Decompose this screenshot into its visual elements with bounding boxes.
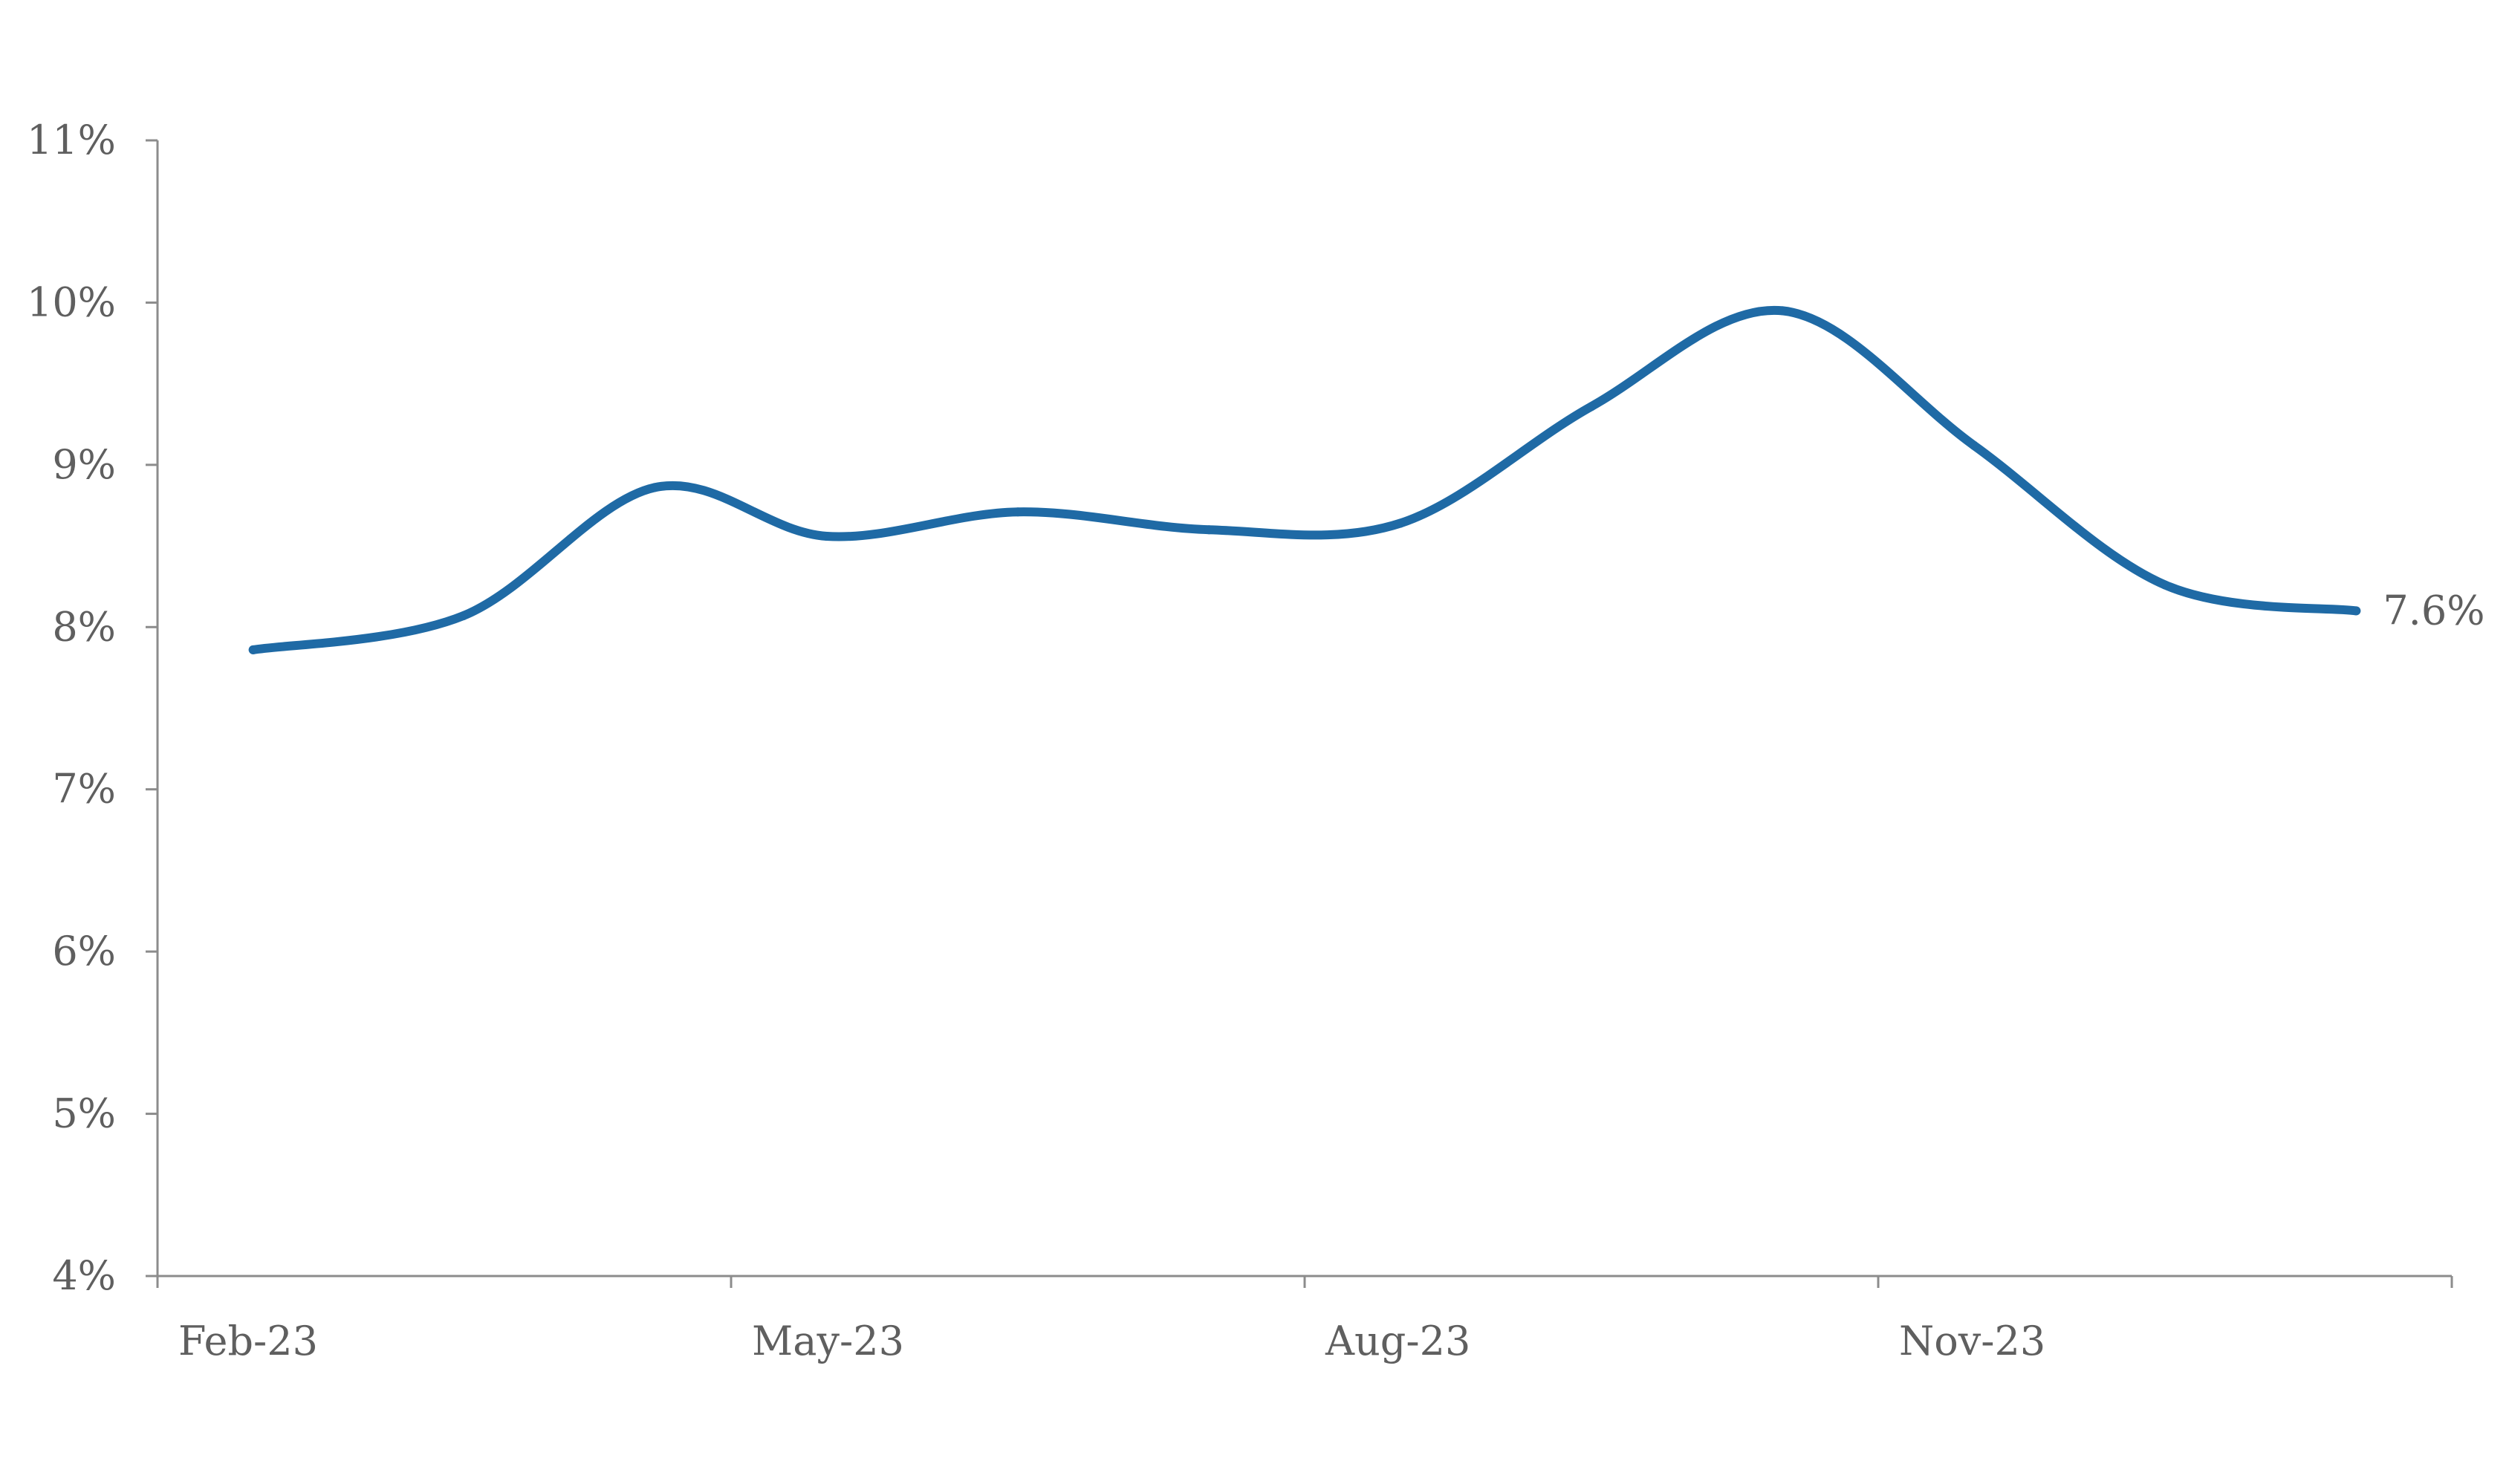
y-tick-label: 11% <box>27 117 116 163</box>
y-tick-label: 8% <box>52 603 116 650</box>
x-tick-label: Nov-23 <box>1899 1318 2045 1364</box>
data-point <box>248 645 258 654</box>
data-point <box>822 532 831 541</box>
x-tick-label: May-23 <box>752 1318 904 1364</box>
y-tick-label: 5% <box>52 1090 116 1137</box>
x-tick-label: Aug-23 <box>1325 1318 1470 1364</box>
data-point <box>2351 606 2361 616</box>
y-tick-label: 7% <box>52 766 116 813</box>
data-point <box>458 611 468 620</box>
data-point <box>1587 402 1596 411</box>
data-point <box>1395 518 1405 528</box>
y-axis: 4% 5% 6% 7% 8% 9% 10% 11% <box>27 117 159 1299</box>
data-point <box>1778 306 1788 316</box>
data-point <box>650 483 660 492</box>
x-tick-label: Feb-23 <box>178 1318 318 1364</box>
y-tick-label: 6% <box>52 928 116 974</box>
data-point <box>2161 580 2169 590</box>
series-line <box>248 305 2361 654</box>
data-point <box>1204 525 1214 535</box>
x-axis: Feb-23 May-23 Aug-23 Nov-23 <box>156 1275 2453 1364</box>
y-tick-label: 4% <box>52 1252 116 1299</box>
y-tick-label: 9% <box>52 441 116 488</box>
data-point <box>1013 507 1022 517</box>
series-group <box>248 305 2361 654</box>
y-tick-label: 10% <box>27 279 116 325</box>
end-value-label: 7.6% <box>2383 587 2484 634</box>
data-point <box>1969 440 1979 450</box>
